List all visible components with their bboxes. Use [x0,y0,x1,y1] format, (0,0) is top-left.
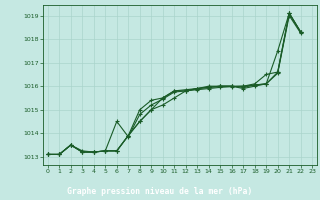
Text: Graphe pression niveau de la mer (hPa): Graphe pression niveau de la mer (hPa) [68,186,252,196]
